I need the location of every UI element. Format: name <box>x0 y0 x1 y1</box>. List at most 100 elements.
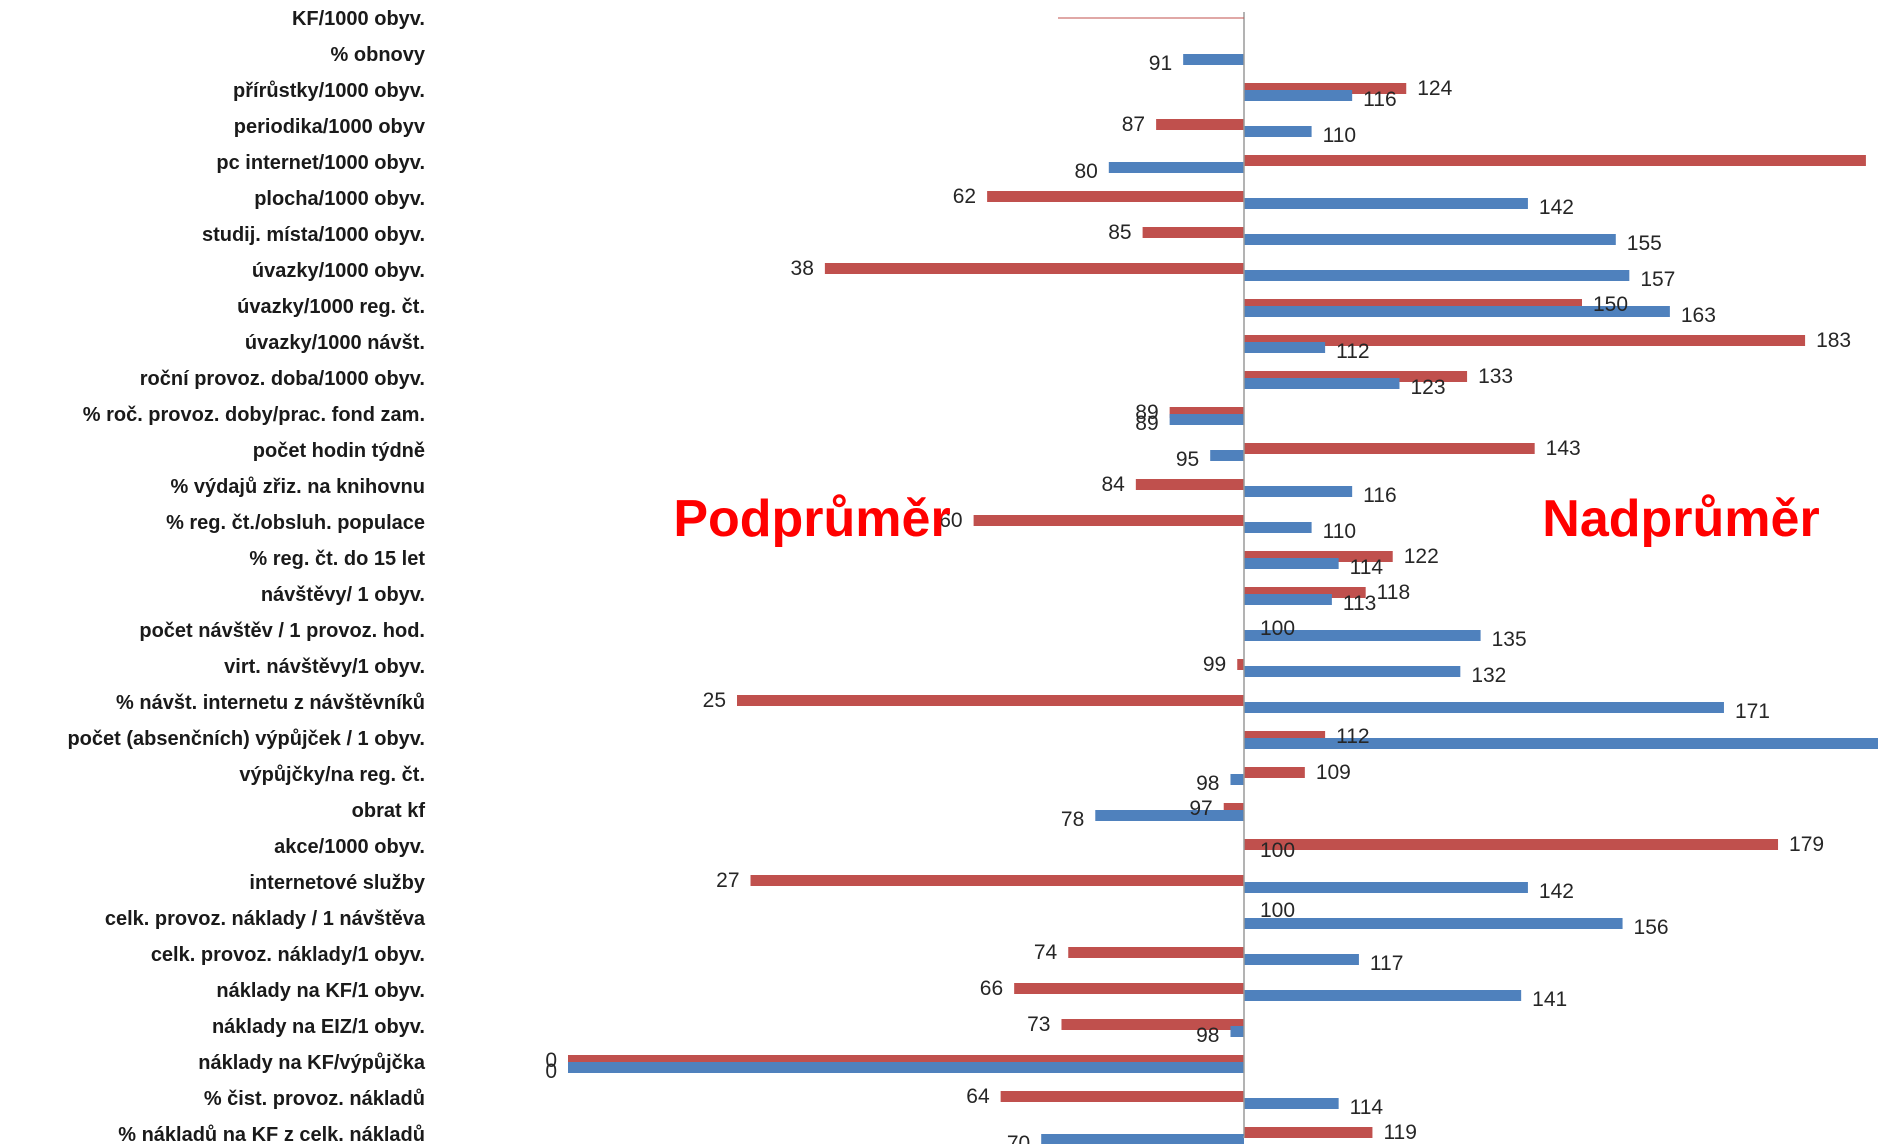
value-label-red: 99 <box>1203 653 1226 676</box>
category-label: počet (absenčních) výpůjček / 1 obyv. <box>67 728 425 750</box>
bar-blue <box>1244 558 1339 569</box>
bar-blue <box>1244 486 1353 497</box>
bar-blue <box>1183 54 1244 65</box>
bar-red <box>1244 299 1582 310</box>
bar-red <box>1223 803 1244 814</box>
value-label-blue: 89 <box>1135 412 1158 435</box>
bar-blue <box>1244 342 1326 353</box>
value-label-blue: 91 <box>1149 52 1172 75</box>
bar-red <box>1244 371 1468 382</box>
category-label: pc internet/1000 obyv. <box>216 152 425 174</box>
value-label-red: 112 <box>1336 725 1369 748</box>
category-label: % čist. provoz. nákladů <box>204 1088 425 1110</box>
value-label-red: 179 <box>1789 833 1824 856</box>
bar-red <box>1244 1127 1373 1138</box>
above-average-annotation: Nadprůměr <box>1542 490 1819 548</box>
bar-blue <box>1244 522 1312 533</box>
bar-blue <box>1244 594 1332 605</box>
category-label: roční provoz. doba/1000 obyv. <box>140 368 425 390</box>
category-label: výpůjčky/na reg. čt. <box>239 764 425 786</box>
category-label: počet návštěv / 1 provoz. hod. <box>139 620 425 642</box>
bar-red <box>1169 407 1244 418</box>
category-label: % obnovy <box>331 44 426 66</box>
bar-blue <box>1244 126 1312 137</box>
value-label-blue: 171 <box>1735 700 1770 723</box>
value-label-blue: 163 <box>1681 304 1716 327</box>
bar-red <box>750 875 1244 886</box>
category-label: náklady na EIZ/1 obyv. <box>212 1016 425 1038</box>
value-label-reference: 100 <box>1260 617 1295 640</box>
value-label-red: 192 <box>1877 149 1878 172</box>
value-label-blue: 116 <box>1363 484 1396 507</box>
value-label-red: 74 <box>1034 941 1058 964</box>
value-label-red: 66 <box>980 977 1003 1000</box>
bar-red <box>1014 983 1244 994</box>
bar-blue <box>1244 234 1616 245</box>
bar-red <box>1244 587 1366 598</box>
value-label-red: 109 <box>1316 761 1351 784</box>
category-label: KF/1000 obyv. <box>292 8 425 30</box>
bar-red <box>1135 479 1244 490</box>
value-label-blue: 141 <box>1532 988 1567 1011</box>
bar-blue <box>1244 990 1522 1001</box>
bar-blue <box>1169 414 1244 425</box>
bar-red <box>1237 659 1244 670</box>
category-labels: KF/1000 obyv. % obnovy přírůstky/1000 obyv… <box>67 8 425 1144</box>
value-label-red: 183 <box>1816 329 1851 352</box>
bar-red <box>737 695 1244 706</box>
value-label-blue: 98 <box>1196 772 1219 795</box>
value-label-blue: 112 <box>1336 340 1369 363</box>
value-label-blue: 142 <box>1539 196 1574 219</box>
value-label-blue: 156 <box>1634 916 1669 939</box>
category-label: náklady na KF/výpůjčka <box>198 1052 426 1074</box>
bar-red <box>1000 1091 1244 1102</box>
value-label-red: 119 <box>1383 1121 1416 1144</box>
value-label-red: 118 <box>1377 581 1410 604</box>
value-label-red: 89 <box>1135 401 1158 424</box>
bar-red <box>1244 443 1535 454</box>
category-label: % reg. čt. do 15 let <box>249 548 425 570</box>
value-label-reference: 100 <box>1260 899 1295 922</box>
bar-blue <box>1244 666 1461 677</box>
value-label-blue: 132 <box>1471 664 1506 687</box>
bar-blue <box>1244 306 1670 317</box>
category-label: návštěvy/ 1 obyv. <box>261 584 425 606</box>
value-label-blue: 114 <box>1350 556 1384 579</box>
bar-blue <box>1244 378 1400 389</box>
category-label: virt. návštěvy/1 obyv. <box>224 656 425 678</box>
category-label: periodika/1000 obyv <box>234 116 426 138</box>
value-label-blue: 110 <box>1323 124 1356 147</box>
bar-blue <box>1230 774 1244 785</box>
value-label-blue: 142 <box>1539 880 1574 903</box>
value-label-red: 87 <box>1122 113 1145 136</box>
bar-blue <box>1230 1026 1244 1037</box>
bar-blue <box>1244 630 1481 641</box>
bar-blue <box>1244 738 1878 749</box>
value-label-red: 27 <box>716 869 739 892</box>
value-label-blue: 113 <box>1343 592 1376 615</box>
value-label-blue: 135 <box>1492 628 1527 651</box>
category-label: % výdajů zřiz. na knihovnu <box>171 476 426 498</box>
bars <box>568 54 1878 1144</box>
value-labels: 91 124 116 87 110 192 80 62 142 85 155 38 157 150 163 1… <box>545 52 1878 1144</box>
bar-red <box>1244 155 1866 166</box>
bar-red <box>824 263 1244 274</box>
bar-blue <box>1244 90 1353 101</box>
category-label: úvazky/1000 obyv. <box>252 260 425 282</box>
category-label: % reg. čt./obsluh. populace <box>166 512 425 534</box>
bar-red <box>1142 227 1244 238</box>
category-label: studij. místa/1000 obyv. <box>202 224 425 246</box>
category-label: náklady na KF/1 obyv. <box>216 980 425 1002</box>
bar-blue <box>1244 270 1630 281</box>
bar-blue <box>1244 702 1724 713</box>
value-label-blue: 155 <box>1627 232 1662 255</box>
bar-blue <box>1244 1098 1339 1109</box>
category-label: úvazky/1000 reg. čt. <box>237 296 425 318</box>
category-label: akce/1000 obyv. <box>274 836 425 858</box>
bar-blue <box>1210 450 1244 461</box>
value-label-red: 64 <box>966 1085 990 1108</box>
bar-red <box>1244 767 1305 778</box>
value-label-red: 38 <box>791 257 814 280</box>
bar-red <box>1061 1019 1244 1030</box>
bar-red <box>987 191 1244 202</box>
